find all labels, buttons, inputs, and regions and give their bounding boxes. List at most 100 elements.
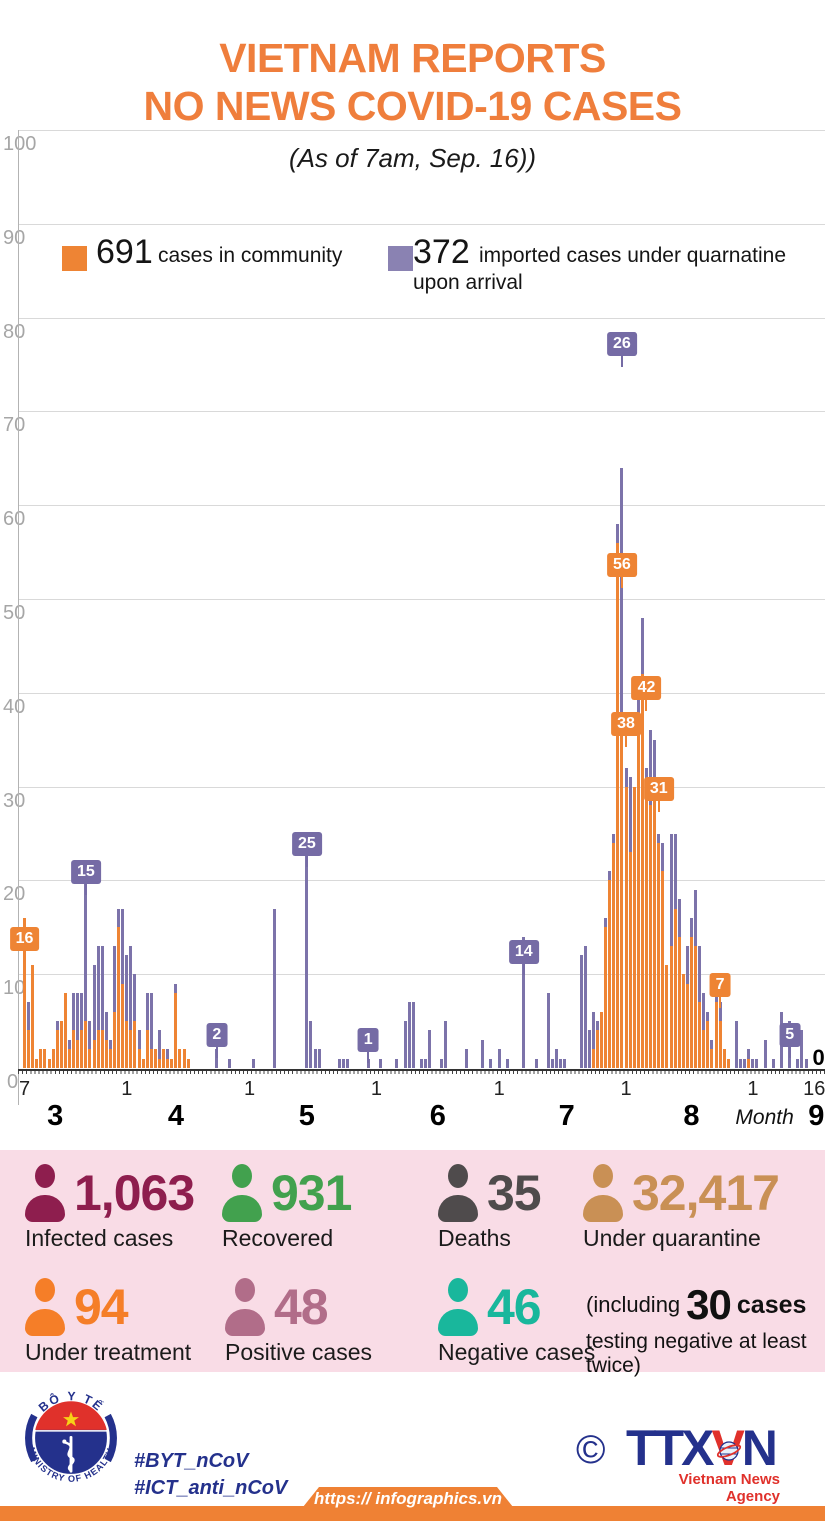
data-callout: 31: [643, 777, 674, 802]
bar-imported: [559, 1058, 563, 1068]
infographics-url-link[interactable]: https:// infographics.vn: [314, 1489, 502, 1508]
bar-community: [722, 1049, 726, 1068]
bar-imported: [800, 1030, 804, 1068]
bar-community: [702, 1030, 706, 1068]
bar-community: [80, 1030, 84, 1068]
bar-imported: [534, 1058, 538, 1068]
y-axis-label: 50: [3, 602, 26, 624]
stat-label: Under treatment: [25, 1339, 192, 1365]
gridline: [18, 505, 825, 507]
bar-imported: [72, 992, 76, 1031]
bar-imported: [714, 992, 718, 1003]
bar-community: [104, 1039, 108, 1068]
bar-imported: [366, 1058, 370, 1068]
snake-icon: [63, 1440, 75, 1472]
note-value: 30: [686, 1281, 732, 1328]
stat-label: Positive cases: [225, 1339, 373, 1365]
bar-imported: [628, 777, 632, 853]
gridline: [18, 223, 825, 225]
month-label: 9: [808, 1100, 825, 1132]
data-callout: 5: [779, 1023, 801, 1048]
note-suffix: testing negative at least twice): [586, 1330, 807, 1377]
bar-community: [718, 1021, 722, 1068]
bar-community: [166, 1058, 170, 1068]
data-callout: 15: [70, 859, 101, 884]
data-callout: 16: [9, 926, 40, 951]
bar-imported: [100, 946, 104, 1031]
page-title-line1: VIETNAM REPORTS: [219, 35, 606, 81]
bar-imported: [96, 946, 100, 1031]
callout-stem: [719, 997, 722, 1009]
stat-value: 32,417: [632, 1165, 780, 1221]
stat-value: 46: [487, 1279, 542, 1335]
bar-imported: [698, 946, 702, 1003]
bar-community: [39, 1049, 43, 1068]
callout-stem: [522, 963, 525, 975]
bar-imported: [133, 974, 137, 1022]
y-axis-label: 60: [3, 508, 26, 531]
bar-imported: [669, 833, 673, 947]
x-tick-label: 1: [121, 1078, 133, 1100]
bar-imported: [444, 1021, 448, 1068]
final-zero-label: 0: [812, 1044, 825, 1070]
legend-imported-value: 372: [413, 233, 470, 271]
bar-imported: [685, 946, 689, 984]
bar-imported: [403, 1021, 407, 1068]
x-tick-label: 7: [18, 1078, 31, 1100]
bar-imported: [743, 1058, 747, 1068]
bar-imported: [505, 1058, 509, 1068]
data-callout: 2: [206, 1023, 228, 1048]
bar-community: [657, 842, 661, 1068]
bar-community: [121, 983, 125, 1068]
bar-community: [153, 1049, 157, 1068]
bar-imported: [644, 767, 648, 787]
bar-community: [137, 1049, 141, 1068]
bar-imported: [608, 871, 612, 881]
bar-community: [706, 1021, 710, 1068]
bar-community: [113, 1011, 117, 1068]
stat-treatment: 94 Under treatment: [25, 1278, 191, 1366]
data-callout: 26: [607, 331, 637, 356]
x-tick-label: 1: [620, 1078, 632, 1100]
globe-icon: [716, 1441, 742, 1461]
bar-community: [92, 1039, 96, 1068]
gridline: [18, 130, 825, 131]
bar-imported: [771, 1058, 775, 1068]
bar-imported: [747, 1049, 751, 1059]
bar-community: [714, 1002, 718, 1068]
bar-community: [661, 871, 665, 1068]
person-icon: [225, 1278, 265, 1336]
bar-imported: [27, 1002, 31, 1031]
y-axis-label: 100: [3, 133, 37, 155]
bar-imported: [640, 617, 644, 675]
bar-imported: [68, 1039, 71, 1050]
bar-imported: [411, 1002, 415, 1068]
hashtag-ict: #ICT_anti_nCoV: [134, 1477, 288, 1499]
bar-imported: [550, 1058, 554, 1068]
callout-stem: [215, 1047, 218, 1059]
bar-community: [726, 1058, 730, 1068]
legend-imported-swatch: [388, 246, 413, 271]
bar-imported: [104, 1011, 108, 1040]
bar-community: [599, 1011, 603, 1068]
copyright-icon: ©: [576, 1428, 606, 1472]
logo-left-arc: [25, 1413, 38, 1463]
bar-imported: [342, 1058, 346, 1068]
stat-value: 94: [74, 1279, 129, 1335]
y-axis-label: 90: [3, 226, 26, 249]
bar-imported: [591, 1011, 595, 1050]
bar-imported: [166, 1049, 170, 1059]
stat-label: Recovered: [222, 1225, 334, 1251]
bar-community: [591, 1049, 595, 1068]
bar-imported: [428, 1030, 432, 1068]
bar-community: [174, 992, 178, 1068]
bar-imported: [272, 908, 276, 1068]
bar-community: [125, 1021, 129, 1068]
bar-community: [133, 1021, 137, 1068]
stat-label: Infected cases: [25, 1225, 174, 1251]
stats-panel: [0, 1150, 825, 1372]
data-callout: 14: [508, 939, 539, 964]
bar-imported: [395, 1058, 399, 1068]
stat-value: 48: [274, 1279, 329, 1335]
bar-community: [636, 730, 640, 1068]
